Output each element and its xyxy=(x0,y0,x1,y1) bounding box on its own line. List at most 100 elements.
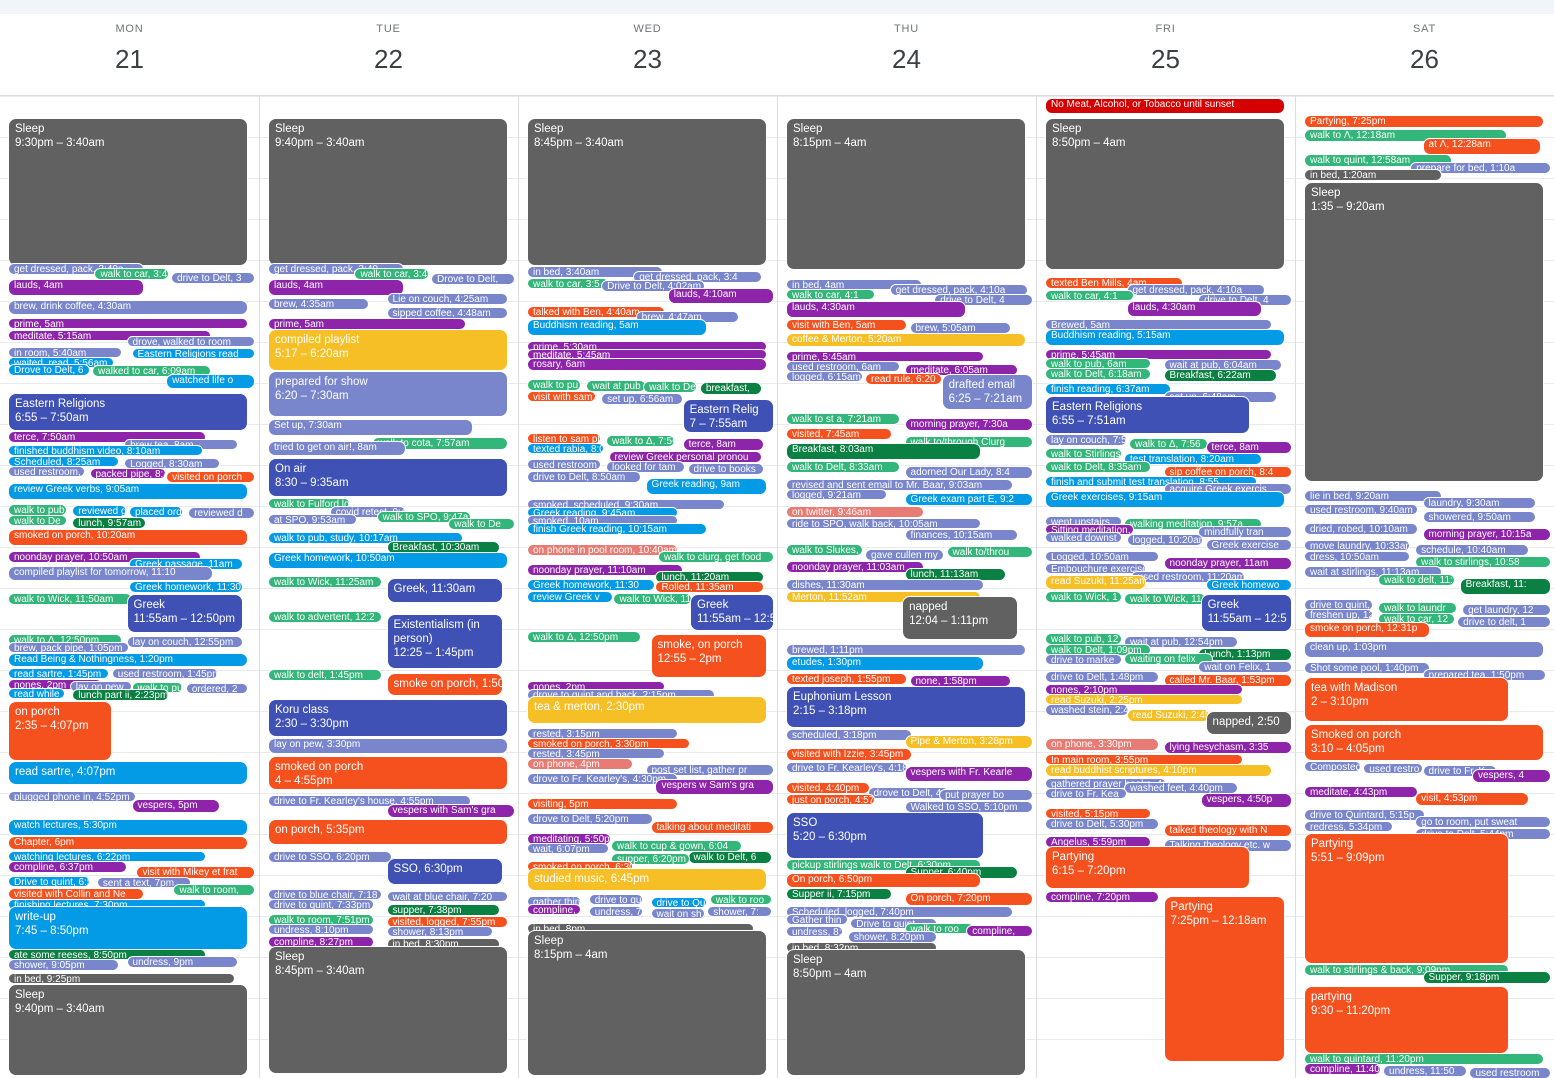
event-pill[interactable]: lauds, 4:30am xyxy=(1126,301,1263,317)
event-pill[interactable]: Lie on couch, 4:25am xyxy=(386,293,508,305)
event-pill[interactable]: walking meditation, 9:57a xyxy=(1124,518,1263,530)
event-pill[interactable]: Eastern Religions 6:55 – 7:50am xyxy=(8,393,248,431)
event-pill[interactable]: supper, 7:38pm xyxy=(386,904,501,916)
event-pill[interactable]: wait, 6:07pm xyxy=(527,843,609,854)
event-pill[interactable]: Sleep 8:15pm – 4am xyxy=(786,118,1026,270)
event-pill[interactable]: walk to delt, 1:45pm xyxy=(268,669,382,681)
event-pill[interactable]: lauds, 4:10am xyxy=(667,288,774,304)
event-pill[interactable]: On porch, 6:50pm xyxy=(786,873,982,888)
event-pill[interactable]: SSO, 6:30pm xyxy=(386,858,503,885)
event-pill[interactable]: brew, drink coffee, 4:30am xyxy=(8,300,248,315)
event-pill[interactable]: prime, 5:45am xyxy=(1045,349,1273,360)
day-number[interactable]: 25 xyxy=(1151,44,1180,74)
event-pill[interactable]: Sleep 9:40pm – 3:40am xyxy=(268,118,508,266)
event-pill[interactable]: Smoked on porch 3:10 – 4:05pm xyxy=(1304,724,1544,761)
event-pill[interactable]: read Suzuki, 2:45 xyxy=(1126,709,1211,722)
event-pill[interactable]: lying hesychasm, 3:35 xyxy=(1163,741,1292,754)
event-pill[interactable]: walk to Stirlings, 8:10a xyxy=(1045,448,1122,459)
event-pill[interactable]: walk to Fulford lot xyxy=(268,498,350,509)
event-pill[interactable]: drive to books xyxy=(687,463,765,475)
event-pill[interactable]: review Greek v xyxy=(527,591,614,603)
event-pill[interactable]: dishes, 11:30am xyxy=(786,579,984,591)
event-pill[interactable]: write-up 7:45 – 8:50pm xyxy=(8,906,248,950)
event-pill[interactable]: drive to Fr. Kearley's, 4:18 xyxy=(786,762,908,773)
event-pill[interactable]: lauds, 4am xyxy=(8,279,144,296)
event-pill[interactable]: lay on couch, 7:51 xyxy=(1045,434,1127,446)
event-pill[interactable]: watch lectures, 5:30pm xyxy=(8,819,248,836)
event-pill[interactable]: Greek homework, 11:30 xyxy=(527,579,656,591)
event-pill[interactable]: walk to advertent, 12:2 xyxy=(268,611,382,623)
event-pill[interactable]: drive to Qu xyxy=(650,897,708,908)
event-pill[interactable]: lauds, 4am xyxy=(268,279,404,296)
event-pill[interactable]: Walked to SSO, 5:10pm xyxy=(904,801,1033,813)
event-pill[interactable]: talking about meditati xyxy=(650,821,774,834)
event-pill[interactable]: drive to qu xyxy=(588,894,644,905)
event-pill[interactable]: compline, xyxy=(966,925,1033,937)
event-pill[interactable]: walk to cup & gown, 6:04 xyxy=(610,840,742,852)
event-pill[interactable]: compline, 7:20pm xyxy=(1045,891,1159,903)
event-pill[interactable]: finish reading, 6:37am xyxy=(1045,383,1171,395)
event-pill[interactable]: on twitter, 9:46am xyxy=(786,506,925,518)
event-pill[interactable]: ordered, 2 xyxy=(185,683,248,694)
event-pill[interactable]: Read Being & Nothingness, 1:20pm xyxy=(8,653,248,667)
event-pill[interactable]: schedule, 10:40am xyxy=(1415,544,1529,556)
event-pill[interactable]: Partying, 7:25pm xyxy=(1304,115,1544,128)
event-pill[interactable]: used restroom xyxy=(1469,1067,1551,1078)
event-pill[interactable]: walk to clurg, get food xyxy=(657,551,774,563)
event-pill[interactable]: post set list, gather pr xyxy=(645,764,774,776)
event-pill[interactable]: walk to Delt, 1:09pm xyxy=(1045,644,1152,656)
event-pill[interactable]: drafted email 6:25 – 7:21am xyxy=(941,374,1033,410)
event-pill[interactable]: Shot some pool, 1:40pm xyxy=(1304,662,1430,674)
event-pill[interactable]: partying 9:30 – 11:20pm xyxy=(1304,986,1509,1054)
event-pill[interactable]: drive to Quintard, 5:15p xyxy=(1304,809,1426,821)
event-pill[interactable]: walk to De xyxy=(8,515,68,526)
event-pill[interactable]: dress, 10:50am xyxy=(1304,551,1411,562)
event-pill[interactable]: Greek homework, 10:50am xyxy=(268,552,508,569)
event-pill[interactable]: Pipe & Merton, 3:28pm xyxy=(904,735,1033,749)
event-pill[interactable]: in bed, 9:25pm xyxy=(8,973,236,984)
event-pill[interactable]: walk to car, 3:5 xyxy=(527,278,609,289)
event-pill[interactable]: Eastern Relig 7 – 7:55am xyxy=(682,399,774,433)
event-pill[interactable]: on phone, 4pm xyxy=(527,758,634,770)
event-pill[interactable]: Gather thin xyxy=(786,914,848,925)
event-pill[interactable]: etudes, 1:30pm xyxy=(786,656,984,671)
event-pill[interactable]: terce, 8am xyxy=(682,438,765,451)
event-pill[interactable]: breakfast, xyxy=(699,382,762,395)
event-pill[interactable]: walk to Wick, 1 xyxy=(1045,591,1122,603)
event-pill[interactable]: plugged phone in, 4:52pm xyxy=(8,791,137,802)
event-pill[interactable]: wait at blue chair, 7:20 xyxy=(386,891,508,902)
event-pill[interactable]: shower, 9:05pm xyxy=(8,959,120,971)
event-pill[interactable]: smoke on porch, 12:31p xyxy=(1304,622,1430,638)
event-pill[interactable]: rosary, 6am xyxy=(527,358,767,371)
event-pill[interactable]: shower, 7: xyxy=(707,906,772,917)
event-pill[interactable]: walk to pu xyxy=(527,379,582,391)
event-pill[interactable]: visit with Mikey et frat xyxy=(136,866,255,879)
event-pill[interactable]: walk to Wick, 11:5 xyxy=(613,593,693,605)
event-pill[interactable]: SSO 5:20 – 6:30pm xyxy=(786,812,984,859)
event-pill[interactable]: visited with Izzie, 3:45pm xyxy=(786,748,912,761)
event-pill[interactable]: walk to st a, 7:21am xyxy=(786,413,900,425)
event-pill[interactable]: in bed, 1:20am xyxy=(1304,169,1443,181)
event-pill[interactable]: brew, 4:35am xyxy=(268,298,370,310)
event-pill[interactable]: lie in bed, 9:20am xyxy=(1304,490,1443,502)
event-pill[interactable]: Drove to Delt, 6 xyxy=(8,364,90,376)
event-pill[interactable]: wait at pub xyxy=(586,380,646,392)
event-pill[interactable]: Drove to Delt, xyxy=(431,273,515,285)
event-pill[interactable]: logged, 10:20am xyxy=(1126,534,1204,546)
event-pill[interactable]: read Suzuki, 2:25pm xyxy=(1045,694,1243,705)
event-pill[interactable]: Partying 5:51 – 9:09pm xyxy=(1304,833,1509,964)
event-pill[interactable]: drive to Delt, 4 xyxy=(934,294,1033,306)
event-pill[interactable]: walk to Wick, 11:25am xyxy=(268,576,382,588)
event-pill[interactable]: gave cullen my xyxy=(865,549,945,561)
day-number[interactable]: 24 xyxy=(892,44,921,74)
event-pill[interactable]: smoke on porch, 1:50 xyxy=(386,673,503,696)
event-pill[interactable]: wait on Felix, 1 xyxy=(1198,661,1292,673)
event-pill[interactable]: Buddhism reading, 5am xyxy=(527,319,708,336)
event-pill[interactable]: vespers w Sam's gra xyxy=(655,779,774,795)
event-pill[interactable]: washed feet, 4:40pm xyxy=(1124,782,1238,794)
event-pill[interactable]: studied music, 6:45pm xyxy=(527,868,767,891)
event-pill[interactable]: washed stein, 2:40 xyxy=(1045,704,1129,716)
event-pill[interactable]: used restroom, 1:45pm xyxy=(111,668,218,679)
event-pill[interactable]: Greek homewo xyxy=(1205,579,1292,591)
event-pill[interactable]: walk to Delt, 6 xyxy=(687,851,772,864)
